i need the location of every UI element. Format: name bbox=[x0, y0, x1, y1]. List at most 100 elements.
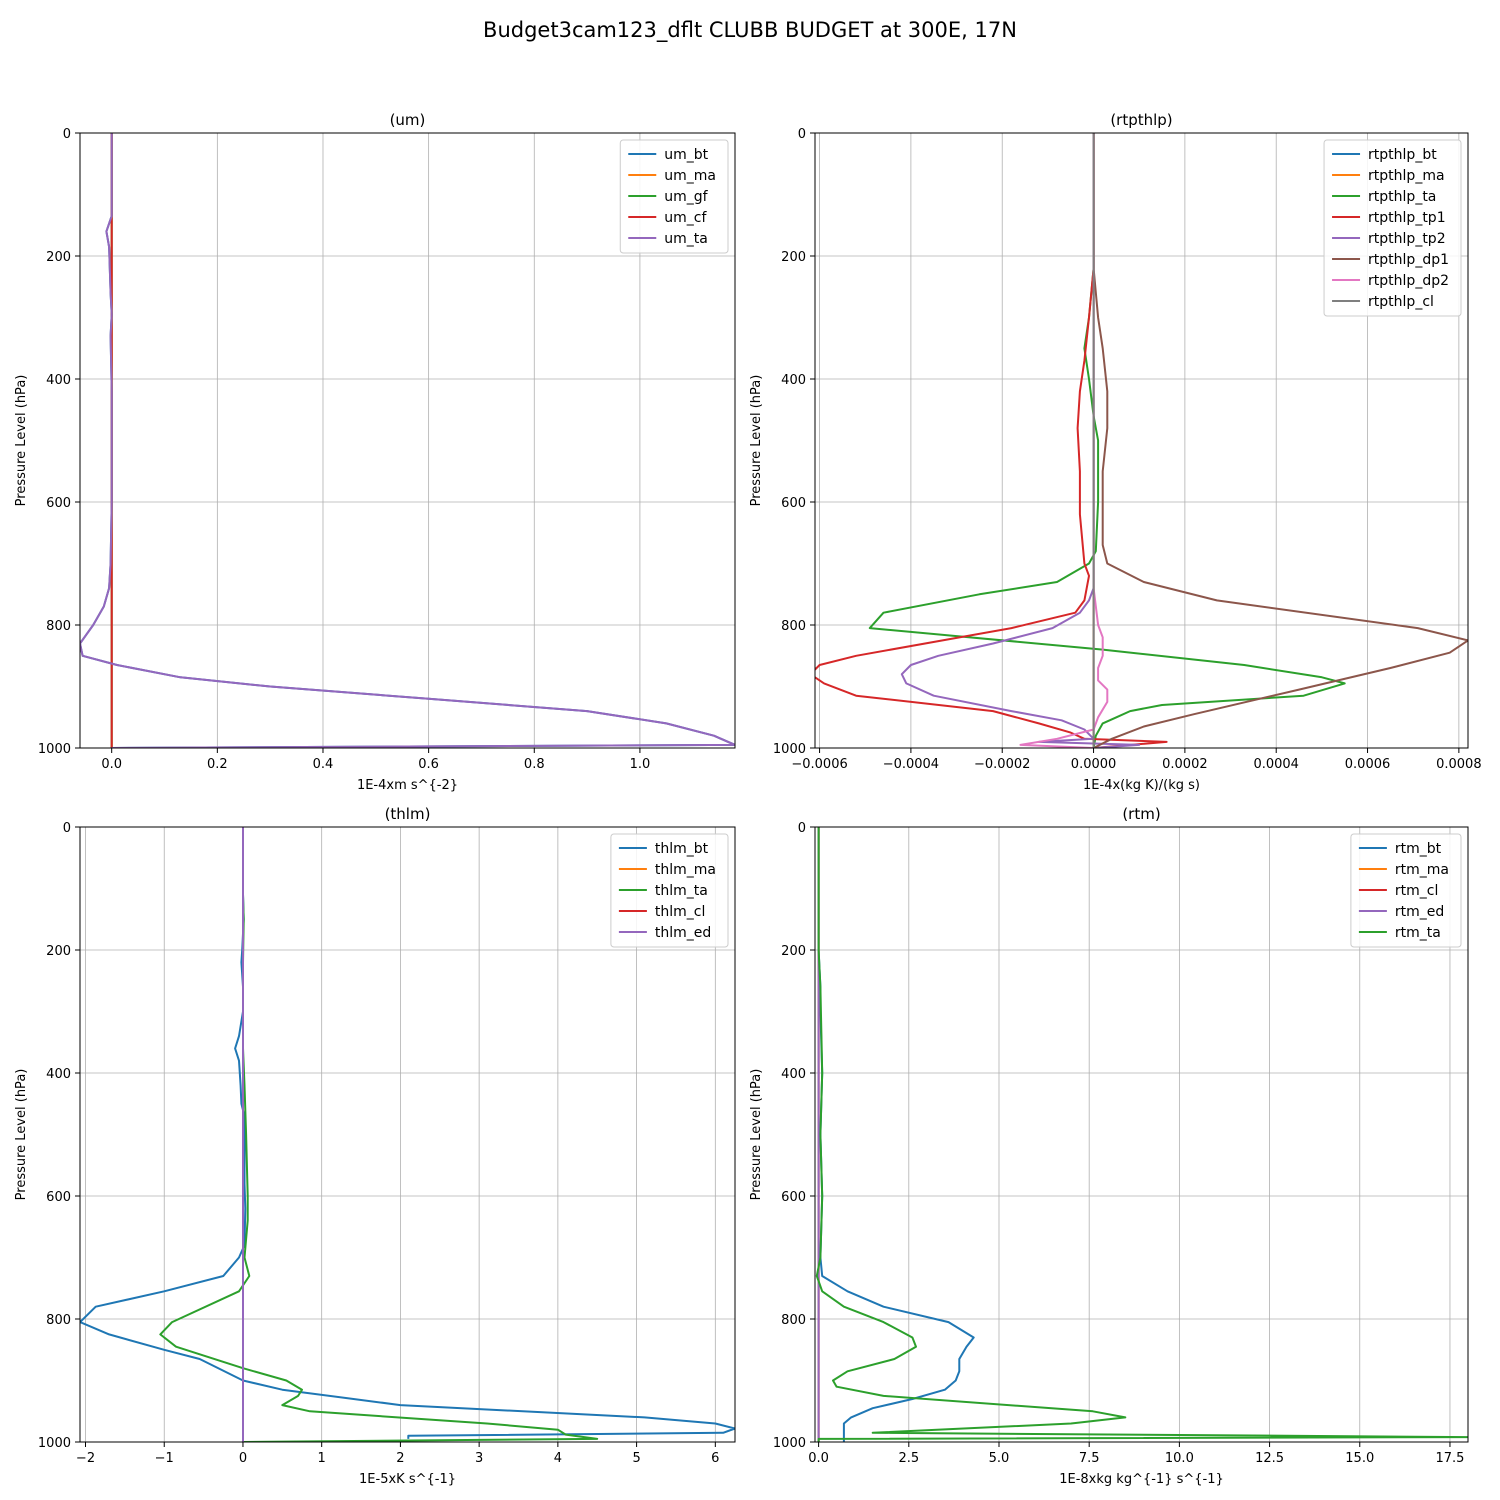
legend-entry-rtpthlp_tp2: rtpthlp_tp2 bbox=[1368, 231, 1446, 247]
y-tick-label: 600 bbox=[781, 1190, 806, 1205]
panel-title: (um) bbox=[390, 111, 426, 129]
x-tick-label: −0.0004 bbox=[883, 757, 939, 772]
series-line-rtpthlp_tp1 bbox=[815, 133, 1168, 748]
series-line-rtm_ta bbox=[815, 827, 1468, 1442]
chart-panel-rtm: 0.0 2.5 5.0 7.5 10.0 12.5 15.0 17.5 0 200 400 600 80… bbox=[749, 805, 1469, 1487]
y-tick-label: 200 bbox=[46, 250, 71, 265]
series-line-thlm_ta bbox=[159, 827, 599, 1442]
y-tick-label: 800 bbox=[46, 619, 71, 634]
y-tick-label: 1000 bbox=[773, 742, 806, 757]
legend-entry-um_cf: um_cf bbox=[664, 210, 707, 226]
y-axis-label: Pressure Level (hPa) bbox=[749, 1069, 764, 1201]
plot-frame bbox=[79, 132, 736, 749]
x-tick-label: 12.5 bbox=[1255, 1451, 1284, 1466]
legend: rtm_bt rtm_ma rtm_cl rtm_ed rtm_ta bbox=[1350, 833, 1462, 948]
plot-frame bbox=[814, 132, 1469, 749]
y-tick-label: 200 bbox=[781, 944, 806, 959]
y-tick-label: 0 bbox=[63, 821, 71, 836]
x-tick-label: 0.4 bbox=[313, 757, 334, 772]
x-tick-label: 1.0 bbox=[630, 757, 651, 772]
legend-entry-rtpthlp_ma: rtpthlp_ma bbox=[1368, 168, 1445, 184]
legend-entry-um_ma: um_ma bbox=[664, 168, 716, 184]
x-tick-label: −0.0006 bbox=[791, 757, 847, 772]
series-group bbox=[80, 827, 735, 1442]
series-group bbox=[815, 827, 1468, 1442]
legend-entry-um_bt: um_bt bbox=[664, 147, 708, 163]
legend-entry-rtm_ma: rtm_ma bbox=[1395, 862, 1449, 878]
legend-entry-rtm_bt: rtm_bt bbox=[1395, 841, 1442, 857]
x-tick-label: 6 bbox=[711, 1451, 719, 1466]
figure-title: Budget3cam123_dflt CLUBB BUDGET at 300E,… bbox=[483, 18, 1017, 43]
legend: thlm_bt thlm_ma thlm_ta thlm_cl thlm_ed bbox=[610, 833, 729, 948]
y-tick-label: 1000 bbox=[38, 742, 71, 757]
y-tick-label: 1000 bbox=[38, 1436, 71, 1451]
legend-entry-um_gf: um_gf bbox=[664, 189, 708, 205]
legend-entry-rtm_cl: rtm_cl bbox=[1395, 883, 1438, 899]
x-tick-label: −2 bbox=[76, 1451, 95, 1466]
legend-box bbox=[610, 833, 729, 948]
series-group bbox=[80, 133, 735, 748]
legend-entry-rtpthlp_bt: rtpthlp_bt bbox=[1368, 147, 1437, 163]
x-tick-label: 0.0 bbox=[808, 1451, 829, 1466]
y-tick-label: 600 bbox=[781, 496, 806, 511]
x-tick-label: 2 bbox=[396, 1451, 404, 1466]
x-tick-label: 0.8 bbox=[524, 757, 545, 772]
x-tick-label: 0.2 bbox=[207, 757, 228, 772]
y-axis-label: Pressure Level (hPa) bbox=[14, 1069, 29, 1201]
x-tick-label: 0.0004 bbox=[1253, 757, 1299, 772]
x-axis-label: 1E-8xkg kg^{-1} s^{-1} bbox=[1059, 1472, 1224, 1487]
legend-entry-thlm_ma: thlm_ma bbox=[655, 862, 716, 878]
x-tick-label: 10.0 bbox=[1165, 1451, 1194, 1466]
legend-entry-thlm_cl: thlm_cl bbox=[655, 904, 705, 920]
chart-panel-rtpthlp: −0.0006 −0.0004 −0.0002 0.0000 0.0002 0.0004 0… bbox=[749, 111, 1482, 793]
x-tick-label: 5 bbox=[632, 1451, 640, 1466]
chart-panel-um: 0.0 0.2 0.4 0.6 0.8 1.0 0 200 400 600 800 1000 (um) 1… bbox=[14, 111, 736, 793]
y-tick-label: 400 bbox=[46, 1067, 71, 1082]
legend-entry-thlm_bt: thlm_bt bbox=[655, 841, 709, 857]
y-tick-label: 400 bbox=[46, 373, 71, 388]
x-tick-label: 17.5 bbox=[1435, 1451, 1464, 1466]
series-line-rtpthlp_tp2 bbox=[900, 133, 1141, 748]
x-tick-label: 2.5 bbox=[898, 1451, 919, 1466]
y-axis-label: Pressure Level (hPa) bbox=[749, 375, 764, 507]
x-tick-label: 0 bbox=[239, 1451, 247, 1466]
y-tick-label: 800 bbox=[46, 1313, 71, 1328]
series-line-rtpthlp_ta bbox=[868, 133, 1346, 748]
x-tick-label: 7.5 bbox=[1079, 1451, 1100, 1466]
x-tick-label: 15.0 bbox=[1345, 1451, 1374, 1466]
y-tick-label: 0 bbox=[798, 127, 806, 142]
x-tick-label: −0.0002 bbox=[974, 757, 1030, 772]
legend-box bbox=[619, 139, 729, 254]
x-tick-label: 0.0006 bbox=[1345, 757, 1391, 772]
x-tick-label: 0.0000 bbox=[1071, 757, 1117, 772]
legend-box bbox=[1323, 139, 1462, 317]
x-tick-label: 3 bbox=[475, 1451, 483, 1466]
y-tick-label: 0 bbox=[63, 127, 71, 142]
x-tick-label: 0.0008 bbox=[1436, 757, 1482, 772]
series-line-um_ta bbox=[80, 133, 735, 748]
plot-frame bbox=[814, 826, 1469, 1443]
panel-title: (rtpthlp) bbox=[1110, 111, 1172, 129]
legend-entry-thlm_ed: thlm_ed bbox=[655, 925, 711, 941]
panel-title: (rtm) bbox=[1122, 805, 1160, 823]
y-tick-label: 0 bbox=[798, 821, 806, 836]
y-tick-label: 800 bbox=[781, 619, 806, 634]
legend-entry-thlm_ta: thlm_ta bbox=[655, 883, 708, 899]
panel-title: (thlm) bbox=[385, 805, 431, 823]
x-tick-label: 4 bbox=[554, 1451, 562, 1466]
x-tick-label: 0.6 bbox=[418, 757, 439, 772]
x-tick-label: 0.0 bbox=[101, 757, 122, 772]
y-tick-label: 200 bbox=[781, 250, 806, 265]
series-line-rtpthlp_dp2 bbox=[1019, 133, 1109, 748]
x-tick-label: 1 bbox=[318, 1451, 326, 1466]
legend-box bbox=[1350, 833, 1462, 948]
x-axis-label: 1E-5xK s^{-1} bbox=[359, 1472, 456, 1487]
chart-panel-thlm: −2 −1 0 1 2 3 4 5 6 0 200 400 600 800 1000 (thlm) 1E-5xK… bbox=[14, 805, 736, 1487]
legend: um_bt um_ma um_gf um_cf um_ta bbox=[619, 139, 729, 254]
legend: rtpthlp_bt rtpthlp_ma rtpthlp_ta rtpthlp_tp… bbox=[1323, 139, 1462, 317]
x-axis-label: 1E-4xm s^{-2} bbox=[357, 778, 458, 793]
x-tick-label: 5.0 bbox=[989, 1451, 1010, 1466]
plot-frame bbox=[79, 826, 736, 1443]
x-tick-label: 0.0002 bbox=[1162, 757, 1208, 772]
